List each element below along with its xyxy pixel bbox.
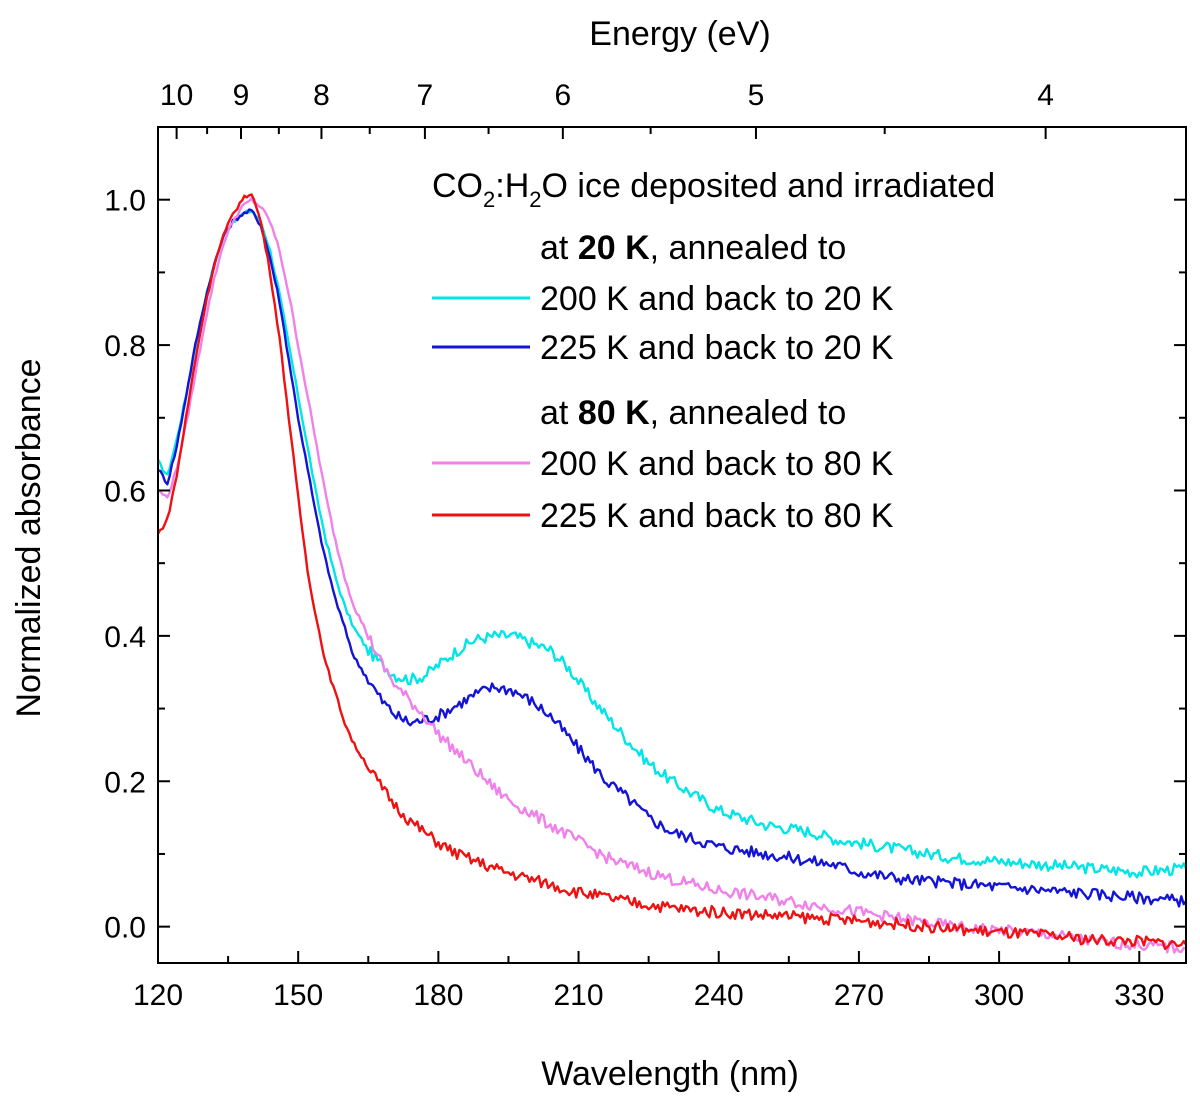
legend-group2-heading: at 80 K, annealed to xyxy=(540,394,846,432)
legend-label-225k-20k: 225 K and back to 20 K xyxy=(540,329,894,367)
top-tick-label: 9 xyxy=(233,79,250,112)
y-tick-label: 1.0 xyxy=(104,185,146,218)
legend-heading-part: 80 K xyxy=(578,394,650,432)
legend-title-part: 2 xyxy=(483,187,495,212)
legend-group1-heading: at 20 K, annealed to xyxy=(540,229,846,267)
top-tick-label: 5 xyxy=(748,79,765,112)
y-tick-label: 0.0 xyxy=(104,912,146,945)
y-tick-label: 0.6 xyxy=(104,475,146,508)
legend-heading-part: 20 K xyxy=(578,229,650,267)
y-tick-label: 0.2 xyxy=(104,766,146,799)
x-tick-label: 150 xyxy=(273,979,323,1012)
series-line-1 xyxy=(158,208,1186,908)
top-tick-label: 10 xyxy=(160,79,193,112)
legend-heading-part: at xyxy=(540,229,578,267)
legend-heading-part: , annealed to xyxy=(650,394,847,432)
series-line-3 xyxy=(158,193,1186,950)
legend-title: CO2:H2O ice deposited and irradiated xyxy=(432,167,995,212)
legend-title-part: O ice deposited and irradiated xyxy=(542,167,996,205)
legend-title-part: CO xyxy=(432,167,483,205)
x-tick-label: 330 xyxy=(1114,979,1164,1012)
y-tick-label: 0.8 xyxy=(104,330,146,363)
legend-label-200k-80k: 200 K and back to 80 K xyxy=(540,445,894,483)
legend-heading-part: at xyxy=(540,394,578,432)
x-tick-label: 210 xyxy=(554,979,604,1012)
top-tick-label: 7 xyxy=(417,79,434,112)
legend-label-200k-20k: 200 K and back to 20 K xyxy=(540,280,894,318)
top-tick-label: 4 xyxy=(1037,79,1054,112)
x-axis-title: Wavelength (nm) xyxy=(541,1055,799,1093)
x-tick-label: 180 xyxy=(413,979,463,1012)
top-tick-label: 6 xyxy=(555,79,572,112)
legend-title-part: :H xyxy=(495,167,529,205)
series-layer xyxy=(158,193,1186,954)
legend: CO2:H2O ice deposited and irradiated at … xyxy=(432,167,995,535)
top-axis-title: Energy (eV) xyxy=(589,15,770,53)
top-tick-label: 8 xyxy=(313,79,330,112)
y-axis-title: Normalized absorbance xyxy=(10,358,48,717)
x-tick-label: 240 xyxy=(694,979,744,1012)
left-axis: 0.0 0.2 0.4 0.6 0.8 1.0 xyxy=(104,185,170,945)
x-tick-label: 120 xyxy=(133,979,183,1012)
bottom-axis: 120 150 180 210 240 270 300 330 xyxy=(133,951,1164,1012)
top-axis: 10 9 8 7 6 5 4 xyxy=(160,79,1054,139)
plot-frame xyxy=(157,126,1187,964)
series-line-0 xyxy=(158,209,1186,879)
x-tick-label: 300 xyxy=(974,979,1024,1012)
legend-title-part: 2 xyxy=(529,187,541,212)
x-tick-label: 270 xyxy=(834,979,884,1012)
right-axis xyxy=(1174,198,1186,928)
legend-label-225k-80k: 225 K and back to 80 K xyxy=(540,497,894,535)
legend-heading-part: , annealed to xyxy=(650,229,847,267)
y-tick-label: 0.4 xyxy=(104,621,146,654)
